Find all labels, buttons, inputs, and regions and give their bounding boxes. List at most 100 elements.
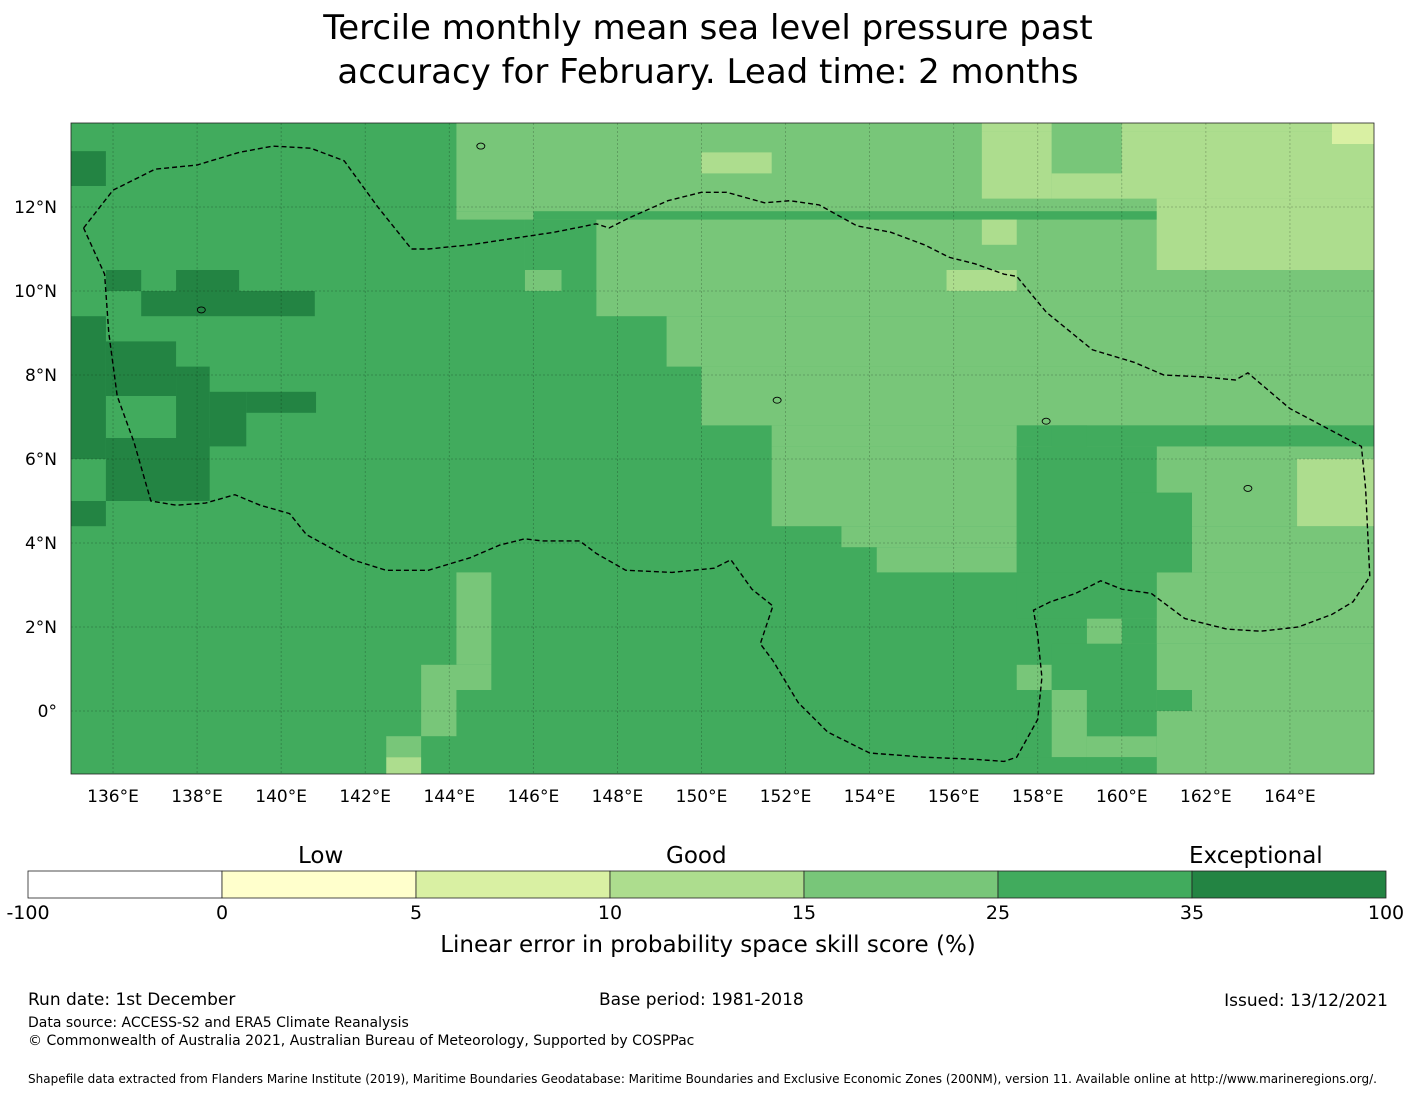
skill-cell (176, 366, 210, 447)
skill-cell (1051, 643, 1157, 690)
colorbar-tick: 10 (597, 902, 623, 924)
lat-tick-label: 6°N (25, 450, 57, 470)
lat-tick-label: 4°N (25, 534, 57, 554)
skill-cell (456, 572, 492, 665)
skill-cells (71, 123, 1375, 774)
lon-tick-label: 150°E (676, 787, 728, 807)
lat-tick-label: 2°N (25, 618, 57, 638)
skill-cell (561, 270, 597, 291)
skill-cell (1016, 572, 1157, 619)
run-date: Run date: 1st December (28, 990, 236, 1010)
skill-cell (1016, 664, 1052, 690)
skill-cell (209, 391, 247, 447)
skill-cell (841, 526, 1017, 548)
colorbar-tick: 15 (791, 902, 817, 924)
skill-cell (1016, 690, 1052, 758)
lat-tick-label: 10°N (14, 282, 57, 302)
lon-tick-labels: 136°E 138°E 140°E 142°E 144°E 146°E 148°E 150°E… (87, 787, 1316, 807)
legend-label-good: Good (666, 843, 727, 869)
island-outline (772, 396, 782, 404)
lon-tick-label: 158°E (1012, 787, 1064, 807)
skill-cell (386, 736, 422, 758)
skill-cell (1086, 690, 1157, 737)
legend-label-exceptional: Exceptional (1189, 843, 1323, 869)
skill-cell (771, 446, 1017, 527)
skill-cell (246, 391, 317, 413)
skill-cell (141, 291, 315, 317)
lon-tick-label: 154°E (844, 787, 896, 807)
colorbar-segment (997, 870, 1193, 899)
shapefile-credit: Shapefile data extracted from Flanders M… (28, 1072, 1377, 1086)
colorbar-tick: 25 (985, 902, 1011, 924)
skill-cell (1121, 618, 1157, 644)
skill-cell (946, 270, 1017, 291)
lon-tick-label: 144°E (423, 787, 475, 807)
skill-cell (1192, 526, 1374, 573)
skill-cell (1156, 198, 1374, 270)
lat-tick-labels: 12°N 10°N 8°N 6°N 4°N 2°N 0° (14, 198, 57, 722)
island-outline (1041, 417, 1051, 425)
colorbar-tick: 100 (1367, 902, 1405, 924)
map-gridlines (71, 123, 1374, 774)
skill-cell (701, 152, 772, 174)
skill-cell (1016, 446, 1157, 459)
skill-cell (71, 501, 106, 527)
island-outline (1243, 484, 1253, 492)
skill-cell (456, 211, 534, 220)
skill-cell (176, 270, 240, 291)
skill-cell (596, 291, 1374, 317)
skill-cell (1016, 459, 1122, 573)
skill-cell (1121, 123, 1332, 132)
lat-tick-label: 0° (38, 702, 57, 722)
title-line-1: Tercile monthly mean sea level pressure … (323, 8, 1093, 48)
island-outline (476, 142, 486, 150)
lat-tick-label: 12°N (14, 198, 57, 218)
lon-tick-label: 140°E (255, 787, 307, 807)
skill-cell (1156, 572, 1374, 644)
lon-tick-label: 156°E (928, 787, 980, 807)
lon-tick-label: 136°E (87, 787, 139, 807)
colorbar-segment (1191, 870, 1387, 899)
lon-tick-label: 164°E (1264, 787, 1316, 807)
skill-cell (105, 341, 177, 396)
data-source: Data source: ACCESS-S2 and ERA5 Climate … (28, 1015, 409, 1031)
colorbar (27, 870, 1387, 899)
skill-cell (981, 219, 1017, 245)
colorbar-tick: 35 (1179, 902, 1205, 924)
issued-date: Issued: 13/12/2021 (1224, 991, 1388, 1011)
skill-cell (1016, 757, 1087, 774)
skill-cell (1086, 757, 1157, 774)
skill-cell (421, 690, 457, 737)
colorbar-tick: -100 (6, 902, 50, 924)
lon-tick-label: 142°E (339, 787, 391, 807)
colorbar-segment (415, 870, 611, 899)
title-line-2: accuracy for February. Lead time: 2 mont… (337, 52, 1079, 92)
lat-tick-label: 8°N (25, 366, 57, 386)
skill-cell (1156, 690, 1193, 711)
colorbar-axis-label: Linear error in probability space skill … (440, 932, 976, 958)
skill-cell (1016, 425, 1374, 447)
skill-cell (1121, 492, 1193, 573)
copyright: © Commonwealth of Australia 2021, Austra… (28, 1033, 695, 1049)
lon-tick-label: 138°E (171, 787, 223, 807)
skill-cell (1086, 736, 1157, 758)
lon-tick-label: 162°E (1180, 787, 1232, 807)
map-frame (70, 122, 1375, 775)
colorbar-tick: 5 (409, 902, 423, 924)
colorbar-segment (803, 870, 999, 899)
skill-cell (105, 270, 142, 291)
colorbar-tick: 0 (215, 902, 229, 924)
lon-tick-label: 160°E (1096, 787, 1148, 807)
legend-label-low: Low (298, 843, 344, 869)
colorbar-segment (609, 870, 805, 899)
skill-cell (666, 316, 1374, 367)
skill-cell (701, 366, 1374, 426)
skill-cell (105, 438, 210, 501)
lon-tick-label: 146°E (508, 787, 560, 807)
skill-cell (71, 151, 106, 186)
lon-tick-label: 148°E (592, 787, 644, 807)
skill-cell (1331, 123, 1374, 144)
land-features (196, 142, 1253, 492)
skill-cell (1051, 425, 1087, 447)
